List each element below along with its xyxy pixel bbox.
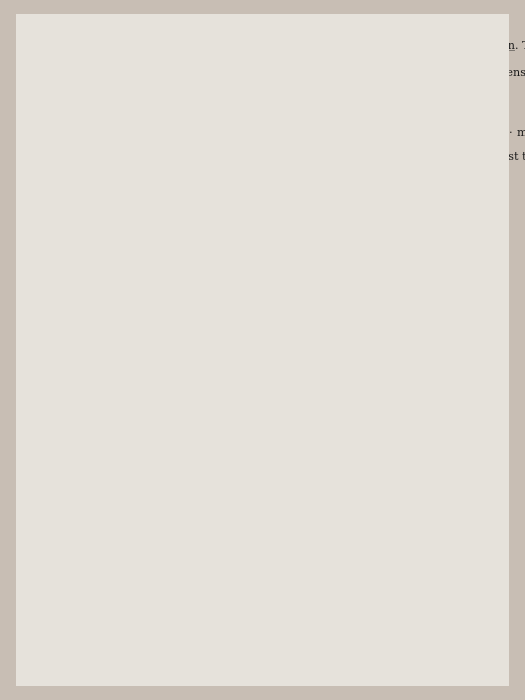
Text: D,: D,: [294, 124, 306, 134]
Text: 49 mm: 49 mm: [192, 398, 228, 407]
Text: 9) ________: 9) ________: [455, 40, 515, 51]
Circle shape: [185, 326, 225, 365]
Text: 30 mm: 30 mm: [208, 384, 244, 393]
Text: respectively denoted by: respectively denoted by: [50, 124, 187, 134]
Text: 28 mm: 28 mm: [206, 356, 242, 365]
Text: 9) The cross section of a long coaxial cable is shown in the figure, with radii : 9) The cross section of a long coaxial c…: [35, 40, 525, 50]
Text: B): B): [350, 652, 365, 665]
Text: linear charge density on the inner conductor is -30 nC/m and the linear charge d: linear charge density on the inner condu…: [50, 68, 525, 78]
Text: B: B: [207, 329, 216, 342]
Text: on the outer conductor is -70 nC/m. The inner and outer cylindrical surfaces are: on the outer conductor is -70 nC/m. The …: [50, 96, 503, 106]
Text: A): A): [35, 652, 50, 665]
Circle shape: [194, 334, 216, 356]
Text: 51 mm: 51 mm: [192, 412, 228, 421]
Text: C: C: [213, 323, 222, 337]
Text: A: A: [195, 333, 203, 346]
Circle shape: [185, 325, 225, 365]
Text: D: D: [210, 319, 219, 332]
Text: radial component of the electric field at a point that 34 mm from the axis is cl: radial component of the electric field a…: [50, 152, 525, 162]
Circle shape: [193, 333, 217, 357]
Text: as shown. ($\varepsilon_0$ = 8.85 $\times$ 10$^{-12}$ C$^2$/N $\cdot$ m$^2$) The: as shown. ($\varepsilon_0$ = 8.85 $\time…: [308, 124, 525, 142]
Text: and: and: [262, 124, 290, 134]
Text: A, B, C,: A, B, C,: [206, 124, 248, 134]
